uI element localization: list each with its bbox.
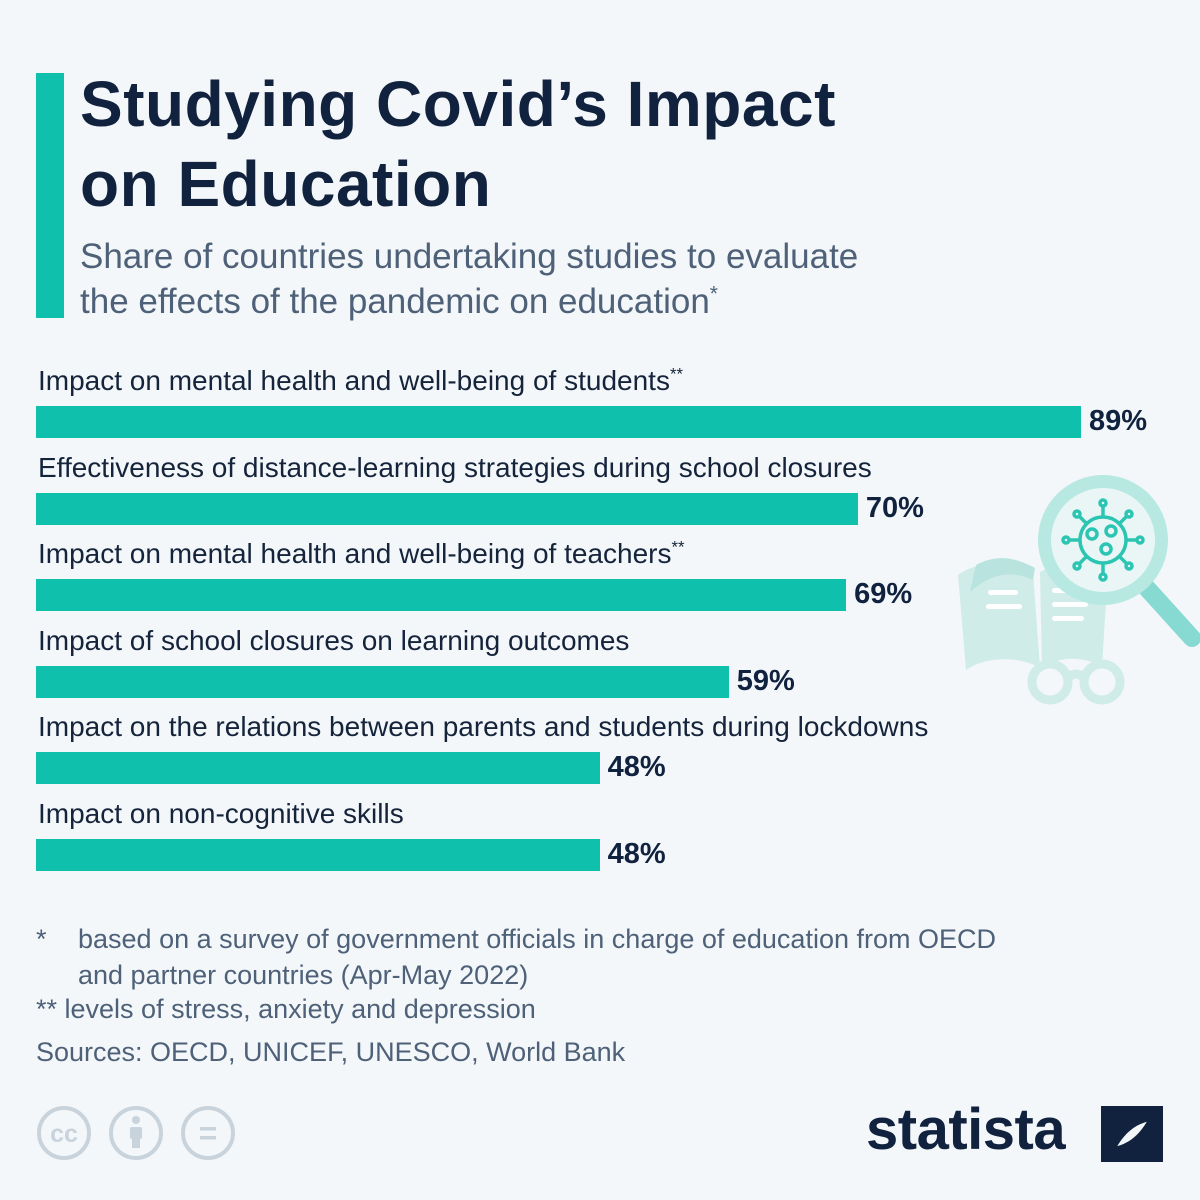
study-illustration [958, 475, 1200, 705]
footnote-survey-line-2: and partner countries (Apr-May 2022) [78, 960, 529, 990]
bar-label-6: Impact on non-cognitive skills [38, 798, 404, 830]
bar-value-3: 69% [854, 578, 913, 610]
bar-6 [36, 838, 600, 871]
statista-logo-icon[interactable] [1101, 1106, 1163, 1162]
bar-label-text-4: Impact of school closures on learning ou… [38, 624, 630, 656]
chart-subtitle-line-2-text: the effects of the pandemic on education [80, 282, 710, 321]
footnote-stress-text: levels of stress, anxiety and depression [64, 994, 536, 1024]
subtitle-footnote-mark: * [709, 282, 718, 306]
chart-subtitle-line-1: Share of countries undertaking studies t… [80, 237, 859, 276]
bar-label-mark-1: ** [669, 364, 684, 384]
bar-2 [36, 492, 858, 525]
chart-title-line-1: Studying Covid’s Impact [80, 68, 836, 140]
glasses-icon [1027, 659, 1125, 705]
magnifier-icon [1038, 475, 1200, 647]
bar-value-4: 59% [736, 664, 795, 697]
bar-1 [36, 406, 1081, 438]
bar-label-mark-3: ** [671, 537, 685, 557]
footnote-survey-line-1: based on a survey of government official… [78, 924, 996, 954]
no-derivatives-icon-text: = [199, 1115, 218, 1151]
bar-label-3: Impact on mental health and well-being o… [38, 538, 685, 570]
bar-value-5: 48% [607, 751, 666, 783]
statista-logo-text[interactable]: statista [866, 1097, 1066, 1162]
bar-label-text-6: Impact on non-cognitive skills [38, 797, 404, 829]
chart-subtitle: Share of countries undertaking studies t… [80, 234, 1080, 324]
bar-label-text-2: Effectiveness of distance-learning strat… [38, 451, 872, 483]
footnote-survey-mark: * [36, 924, 47, 954]
chart-title-line-2: on Education [80, 148, 492, 220]
bar-value-2: 70% [865, 491, 924, 524]
creative-commons-icon-text: cc [50, 1120, 78, 1148]
footnote-survey-text: based on a survey of government official… [78, 921, 1188, 993]
sources-text: Sources: OECD, UNICEF, UNESCO, World Ban… [36, 1037, 626, 1067]
virus-icon [1061, 498, 1145, 582]
footnote-stress: ** levels of stress, anxiety and depress… [36, 991, 536, 1027]
bar-3 [36, 579, 847, 611]
attribution-icon[interactable] [109, 1106, 163, 1160]
bar-label-4: Impact of school closures on learning ou… [38, 625, 629, 657]
chart-title: Studying Covid’s Impact on Education [80, 64, 1080, 224]
bar-label-5: Impact on the relations between parents … [38, 711, 928, 743]
no-derivatives-icon[interactable]: = [181, 1106, 235, 1160]
bar-label-2: Effectiveness of distance-learning strat… [38, 452, 872, 484]
bar-label-text-1: Impact on mental health and well-being o… [38, 365, 670, 396]
bar-label-text-5: Impact on the relations between parents … [38, 711, 929, 742]
title-accent-bar [36, 73, 64, 318]
bar-label-1: Impact on mental health and well-being o… [38, 365, 683, 397]
bar-value-1: 89% [1089, 405, 1148, 437]
bar-4 [36, 665, 729, 698]
creative-commons-icon[interactable]: cc [37, 1106, 91, 1160]
chart-subtitle-line-2: the effects of the pandemic on education… [80, 279, 1080, 324]
bar-5 [36, 752, 600, 784]
footnote-stress-mark: ** [36, 994, 58, 1024]
bar-label-text-3: Impact on mental health and well-being o… [38, 538, 672, 569]
license-icons: cc = [37, 1106, 235, 1160]
bar-value-6: 48% [607, 837, 666, 870]
